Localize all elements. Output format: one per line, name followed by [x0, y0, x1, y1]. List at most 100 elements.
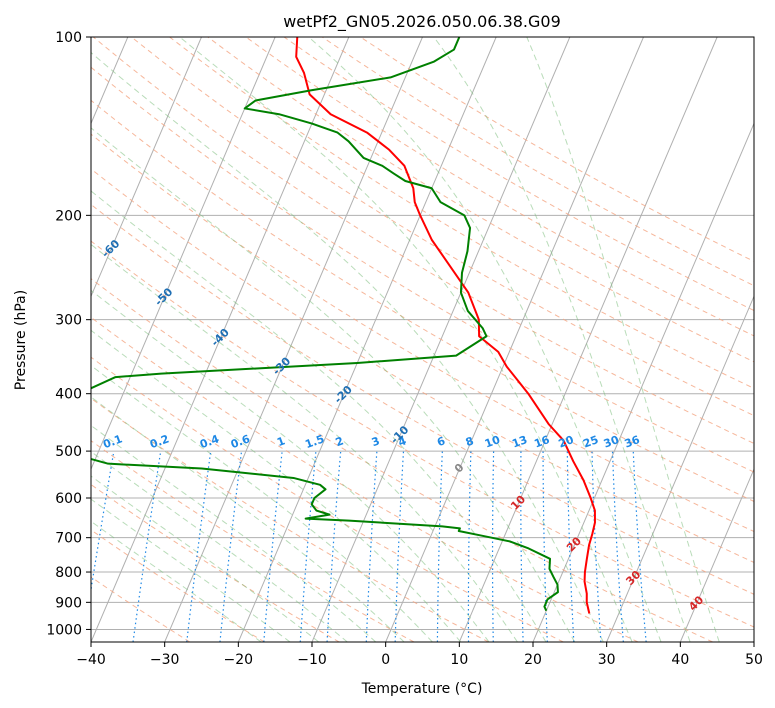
isotherm-gridline: [91, 37, 202, 298]
mixing-ratio-line: [632, 451, 647, 642]
moist-adiabat-label: 30: [623, 568, 643, 588]
y-tick-label: 400: [55, 387, 82, 403]
y-tick-label: 700: [55, 531, 82, 547]
mixing-ratio-line: [365, 451, 378, 642]
y-tick-label: 300: [55, 313, 82, 329]
mixing-ratio-label: 8: [464, 434, 476, 449]
mixing-ratio-label: 6: [435, 434, 447, 449]
y-tick-label: 500: [55, 444, 82, 460]
mixing-ratio-label: 13: [510, 433, 529, 450]
isotherm-gridline: [164, 37, 423, 642]
x-tick-label: −40: [76, 652, 106, 668]
dry-adiabat-line: [91, 316, 639, 642]
mixing-ratio-line: [132, 451, 162, 642]
y-tick-label: 800: [55, 565, 82, 581]
mixing-ratio-line: [394, 451, 405, 642]
mixing-ratio-label: 0.6: [229, 432, 252, 451]
chart-title: wetPf2_GN05.2026.050.06.38.G09: [283, 12, 561, 32]
mixing-ratio-line: [591, 451, 602, 642]
moist-adiabat-line: [91, 451, 348, 642]
mixing-ratio-label: 2: [334, 434, 346, 449]
moist-adiabat-line: [91, 289, 490, 642]
isotherm-gridline: [91, 37, 276, 471]
dry-adiabat-line: [283, 37, 754, 312]
mixing-ratio-label: 0.4: [198, 432, 221, 451]
mixing-ratio-line: [263, 451, 283, 642]
mixing-ratio-label: 16: [532, 433, 551, 451]
mixing-ratio-line: [436, 451, 443, 642]
dry-adiabat-label: -10: [388, 423, 411, 446]
isotherm-gridline: [532, 122, 754, 642]
isotherm-gridline: [237, 37, 497, 642]
y-tick-label: 200: [55, 208, 82, 224]
y-tick-label: 1000: [46, 622, 82, 638]
mixing-ratio-label: 3: [370, 434, 382, 449]
moist-adiabat-line: [91, 364, 433, 642]
mixing-ratio-label: 10: [483, 433, 502, 451]
dry-adiabat-line: [91, 133, 754, 533]
moist-adiabat-line: [91, 498, 291, 642]
dry-adiabat-label: -80: [0, 129, 21, 152]
dry-adiabat-line: [91, 203, 754, 595]
x-axis-title: Temperature (°C): [361, 681, 483, 697]
x-tick-label: −30: [150, 652, 180, 668]
moist-adiabat-line: [179, 37, 633, 642]
mixing-ratio-line: [467, 451, 472, 642]
x-tick-label: −20: [224, 652, 254, 668]
mixing-ratio-label: 20: [557, 433, 576, 451]
dry-adiabat-line: [91, 356, 564, 642]
dry-adiabat-line: [91, 397, 489, 642]
x-tick-label: 10: [450, 652, 468, 668]
dry-adiabat-line: [91, 66, 754, 473]
mixing-ratio-label: 0.1: [101, 432, 124, 451]
mixing-ratio-line: [219, 451, 243, 642]
moist-adiabat-line: [433, 37, 691, 642]
mixing-ratio-line: [186, 451, 212, 642]
mixing-ratio-label: 30: [602, 433, 621, 451]
y-tick-label: 100: [55, 30, 82, 46]
moist-adiabat-line: [526, 37, 720, 642]
moist-adiabat-line: [91, 396, 405, 642]
mixing-ratio-line: [566, 451, 575, 642]
mixing-ratio-label: 1: [275, 434, 287, 449]
dry-adiabat-label: -50: [152, 285, 175, 308]
mixing-ratio-line: [299, 451, 317, 642]
moist-adiabat-line: [91, 520, 262, 642]
moist-adiabat-line: [91, 51, 604, 642]
mixing-ratio-line: [542, 451, 548, 642]
x-tick-label: −10: [297, 652, 327, 668]
y-axis-title: Pressure (hPa): [13, 290, 29, 390]
moist-adiabat-line: [91, 329, 462, 642]
x-tick-label: 30: [598, 652, 616, 668]
dry-adiabat-line: [207, 37, 754, 363]
isotherm-gridline: [753, 640, 754, 642]
moist-adiabat-label: 40: [686, 593, 706, 613]
y-tick-label: 900: [55, 595, 82, 611]
moist-adiabat-line: [91, 424, 377, 642]
isotherm-gridline: [385, 37, 644, 642]
x-tick-label: 40: [671, 652, 689, 668]
temperature-profile-line: [295, 37, 596, 614]
mixing-ratio-line: [491, 451, 495, 642]
moist-adiabat-line: [91, 243, 518, 642]
mixing-ratio-line: [326, 451, 342, 642]
dry-adiabat-label: -60: [99, 237, 122, 260]
dry-adiabat-line: [169, 37, 754, 389]
mixing-ratio-label: 0.2: [148, 432, 171, 451]
dry-adiabat-line: [91, 168, 754, 563]
moist-adiabat-label: 10: [508, 492, 528, 512]
isotherm-gridline: [606, 295, 754, 642]
mixing-ratio-line: [611, 451, 624, 642]
dry-adiabat-label: -20: [332, 383, 355, 406]
mixing-ratio-line: [91, 450, 115, 594]
x-tick-label: 0: [381, 652, 390, 668]
dry-adiabat-label: -30: [270, 354, 293, 377]
mixing-ratio-label: 1.5: [303, 432, 326, 451]
mixing-ratio-label: 36: [623, 433, 642, 451]
dry-adiabat-label: -70: [53, 173, 76, 196]
moist-adiabat-line: [91, 127, 576, 642]
x-tick-label: 20: [524, 652, 542, 668]
isotherm-gridline: [679, 467, 754, 642]
dry-adiabat-line: [131, 37, 754, 417]
